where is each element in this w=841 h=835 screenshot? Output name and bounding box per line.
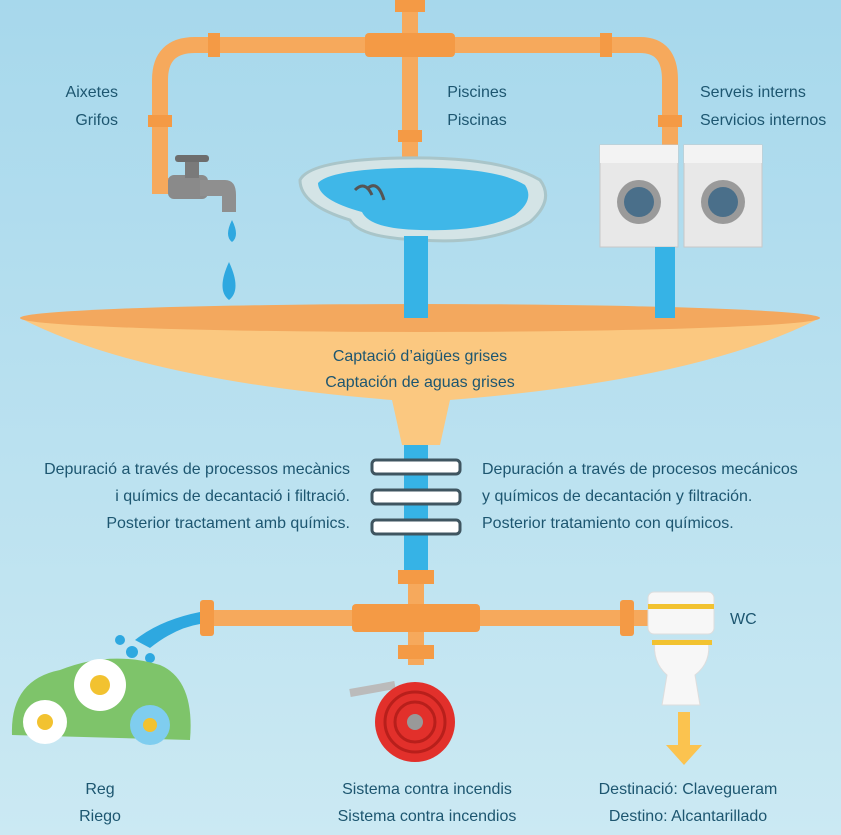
funnel (20, 300, 820, 445)
treatment-ca: i químics de decantació i filtració. (115, 488, 350, 505)
washing-machines (599, 144, 763, 248)
use-es: Sistema contra incendios (338, 808, 517, 825)
bottom-pipes (200, 570, 660, 665)
toilet-label: WC (730, 611, 757, 628)
use-es: Riego (79, 808, 121, 825)
toilet (647, 591, 715, 765)
treatment-es: Depuración a través de procesos mecánico… (482, 461, 798, 478)
collection-es: Captación de aguas grises (325, 374, 514, 391)
collection-ca: Captació d’aigües grises (333, 348, 507, 365)
source-es: Servicios internos (700, 112, 826, 129)
faucet (168, 155, 236, 300)
use-ca: Destinació: Clavegueram (599, 781, 778, 798)
fire-hose (349, 681, 455, 762)
treatment-es: y químicos de decantación y filtración. (482, 488, 752, 505)
source-es: Grifos (75, 112, 118, 129)
source-ca: Serveis interns (700, 84, 806, 101)
treatment-ca: Depuració a través de processos mecànics (44, 461, 350, 478)
treatment-ca: Posterior tractament amb químics. (106, 515, 350, 532)
use-es: Destino: Alcantarillado (609, 808, 767, 825)
sprinkler-water (115, 612, 200, 663)
use-ca: Sistema contra incendis (342, 781, 512, 798)
use-ca: Reg (85, 781, 114, 798)
source-ca: Piscines (447, 84, 507, 101)
top-pipes (148, 0, 682, 194)
treatment-es: Posterior tratamiento con químicos. (482, 515, 734, 532)
filter (370, 445, 462, 570)
source-es: Piscinas (447, 112, 507, 129)
source-ca: Aixetes (66, 84, 118, 101)
flowers (11, 658, 191, 745)
pool (298, 156, 548, 243)
